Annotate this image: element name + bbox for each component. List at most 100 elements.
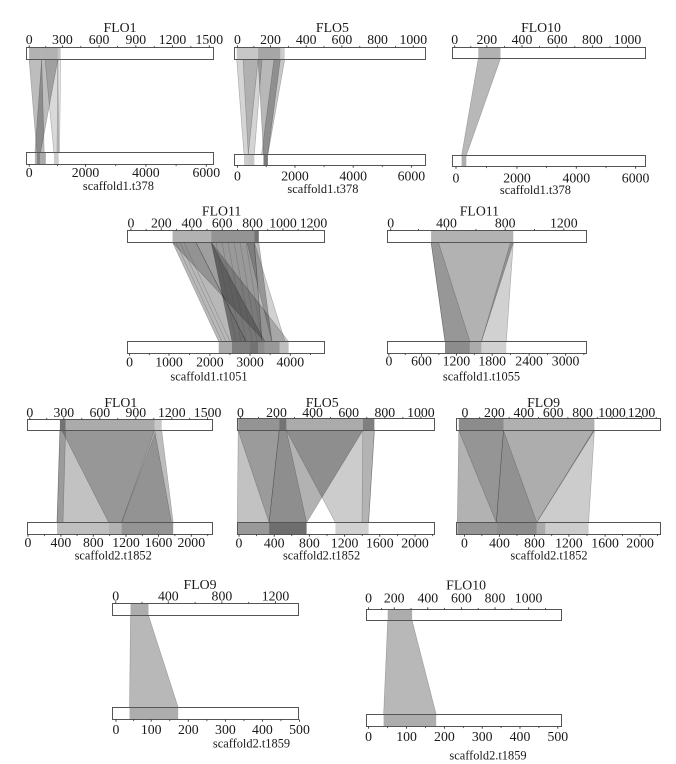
svg-text:800: 800 xyxy=(212,589,233,604)
svg-text:200: 200 xyxy=(476,32,497,47)
svg-text:1200: 1200 xyxy=(300,216,328,231)
svg-text:1000: 1000 xyxy=(515,591,543,606)
svg-text:1000: 1000 xyxy=(400,32,428,47)
svg-text:600: 600 xyxy=(89,32,110,47)
svg-text:scaffold2.t1859: scaffold2.t1859 xyxy=(449,749,526,763)
svg-text:100: 100 xyxy=(396,729,417,744)
svg-text:6000: 6000 xyxy=(622,171,650,186)
svg-text:scaffold2.t1852: scaffold2.t1852 xyxy=(283,549,360,563)
svg-text:600: 600 xyxy=(212,216,233,231)
svg-text:1200: 1200 xyxy=(550,216,578,231)
svg-text:6000: 6000 xyxy=(398,168,426,183)
svg-text:0: 0 xyxy=(26,165,33,180)
svg-text:2400: 2400 xyxy=(515,354,543,369)
svg-text:800: 800 xyxy=(582,32,603,47)
svg-text:400: 400 xyxy=(51,535,72,550)
svg-text:500: 500 xyxy=(547,729,568,744)
svg-text:FLO5: FLO5 xyxy=(316,20,349,35)
svg-text:1600: 1600 xyxy=(145,535,173,550)
svg-text:0: 0 xyxy=(234,32,241,47)
svg-text:0: 0 xyxy=(365,729,372,744)
svg-text:2000: 2000 xyxy=(626,536,654,551)
svg-text:1200: 1200 xyxy=(159,32,187,47)
svg-text:FLO1: FLO1 xyxy=(104,395,137,410)
svg-text:0: 0 xyxy=(26,405,33,420)
svg-text:4000: 4000 xyxy=(339,168,367,183)
svg-text:scaffold2.t1852: scaffold2.t1852 xyxy=(75,549,152,563)
svg-text:400: 400 xyxy=(436,216,457,231)
svg-text:FLO9: FLO9 xyxy=(184,577,217,592)
svg-text:6000: 6000 xyxy=(193,165,221,180)
svg-text:0: 0 xyxy=(126,355,133,370)
svg-text:400: 400 xyxy=(158,589,179,604)
svg-text:FLO5: FLO5 xyxy=(306,395,339,410)
svg-text:scaffold1.t378: scaffold1.t378 xyxy=(83,179,154,193)
svg-text:1200: 1200 xyxy=(262,589,290,604)
svg-text:400: 400 xyxy=(252,722,273,737)
svg-text:400: 400 xyxy=(510,729,531,744)
svg-text:600: 600 xyxy=(332,32,353,47)
svg-text:FLO1: FLO1 xyxy=(104,20,137,35)
svg-text:FLO11: FLO11 xyxy=(202,204,241,219)
svg-text:400: 400 xyxy=(264,536,285,551)
svg-text:1000: 1000 xyxy=(269,216,297,231)
svg-text:2000: 2000 xyxy=(503,171,531,186)
svg-text:800: 800 xyxy=(485,591,506,606)
svg-text:1600: 1600 xyxy=(591,536,619,551)
svg-text:0: 0 xyxy=(451,32,458,47)
svg-text:scaffold1.t1051: scaffold1.t1051 xyxy=(170,370,247,384)
svg-text:FLO9: FLO9 xyxy=(527,395,560,410)
svg-text:600: 600 xyxy=(451,591,472,606)
svg-text:900: 900 xyxy=(125,405,146,420)
svg-text:400: 400 xyxy=(513,405,534,420)
svg-text:800: 800 xyxy=(242,216,263,231)
svg-text:0: 0 xyxy=(127,216,134,231)
svg-text:200: 200 xyxy=(151,216,172,231)
svg-text:scaffold1.t1055: scaffold1.t1055 xyxy=(443,370,520,384)
svg-text:600: 600 xyxy=(543,405,564,420)
svg-text:3000: 3000 xyxy=(552,354,580,369)
svg-text:0: 0 xyxy=(461,536,468,551)
svg-text:400: 400 xyxy=(417,591,438,606)
svg-text:1800: 1800 xyxy=(478,354,506,369)
svg-text:800: 800 xyxy=(572,405,593,420)
svg-text:1200: 1200 xyxy=(628,405,656,420)
svg-text:0: 0 xyxy=(26,32,33,47)
svg-text:600: 600 xyxy=(338,405,359,420)
svg-text:1500: 1500 xyxy=(196,32,224,47)
svg-text:0: 0 xyxy=(112,589,119,604)
svg-text:1600: 1600 xyxy=(366,536,394,551)
svg-text:400: 400 xyxy=(489,536,510,551)
svg-text:300: 300 xyxy=(53,405,74,420)
svg-text:2000: 2000 xyxy=(196,355,224,370)
svg-text:1000: 1000 xyxy=(155,355,183,370)
svg-text:0: 0 xyxy=(453,171,460,186)
svg-text:scaffold1.t378: scaffold1.t378 xyxy=(500,183,571,197)
svg-text:scaffold2.t1852: scaffold2.t1852 xyxy=(510,549,587,563)
svg-text:500: 500 xyxy=(289,722,310,737)
svg-text:1200: 1200 xyxy=(112,535,140,550)
svg-text:0: 0 xyxy=(365,591,372,606)
svg-text:1000: 1000 xyxy=(407,405,435,420)
svg-text:300: 300 xyxy=(215,722,236,737)
svg-text:1200: 1200 xyxy=(443,354,471,369)
svg-text:scaffold1.t378: scaffold1.t378 xyxy=(287,182,358,196)
svg-text:0: 0 xyxy=(25,535,32,550)
svg-text:600: 600 xyxy=(547,32,568,47)
svg-text:3000: 3000 xyxy=(236,355,264,370)
svg-text:FLO11: FLO11 xyxy=(460,204,499,219)
svg-text:1200: 1200 xyxy=(331,536,359,551)
svg-text:400: 400 xyxy=(302,405,323,420)
svg-text:1000: 1000 xyxy=(598,405,626,420)
svg-text:600: 600 xyxy=(89,405,110,420)
svg-text:2000: 2000 xyxy=(178,535,206,550)
svg-text:800: 800 xyxy=(524,536,545,551)
svg-text:200: 200 xyxy=(434,729,455,744)
svg-text:300: 300 xyxy=(472,729,493,744)
svg-text:200: 200 xyxy=(178,722,199,737)
svg-text:800: 800 xyxy=(299,536,320,551)
svg-text:400: 400 xyxy=(296,32,317,47)
svg-text:1200: 1200 xyxy=(158,405,186,420)
svg-text:0: 0 xyxy=(237,405,244,420)
svg-text:4000: 4000 xyxy=(132,165,160,180)
